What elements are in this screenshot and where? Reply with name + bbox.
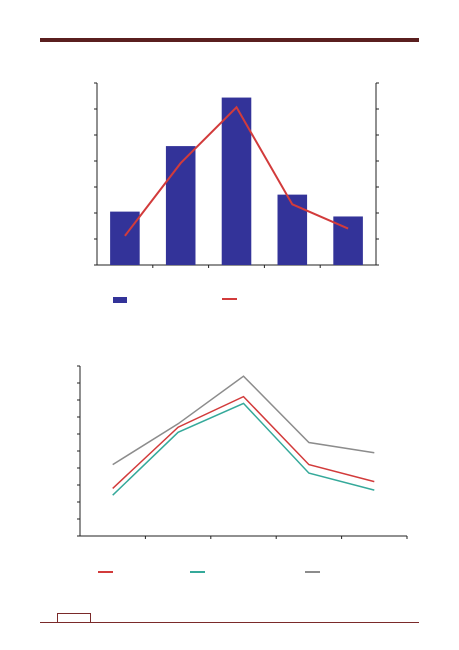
- footer-tab: [57, 613, 91, 623]
- bar: [277, 194, 308, 265]
- line-series-teal: [112, 402, 375, 496]
- bar: [110, 211, 140, 265]
- footer-rule: [40, 622, 419, 623]
- line-series-red: [112, 395, 375, 489]
- header-rule: [40, 38, 419, 42]
- legend-swatch-bar: [113, 297, 127, 303]
- bar: [165, 146, 196, 265]
